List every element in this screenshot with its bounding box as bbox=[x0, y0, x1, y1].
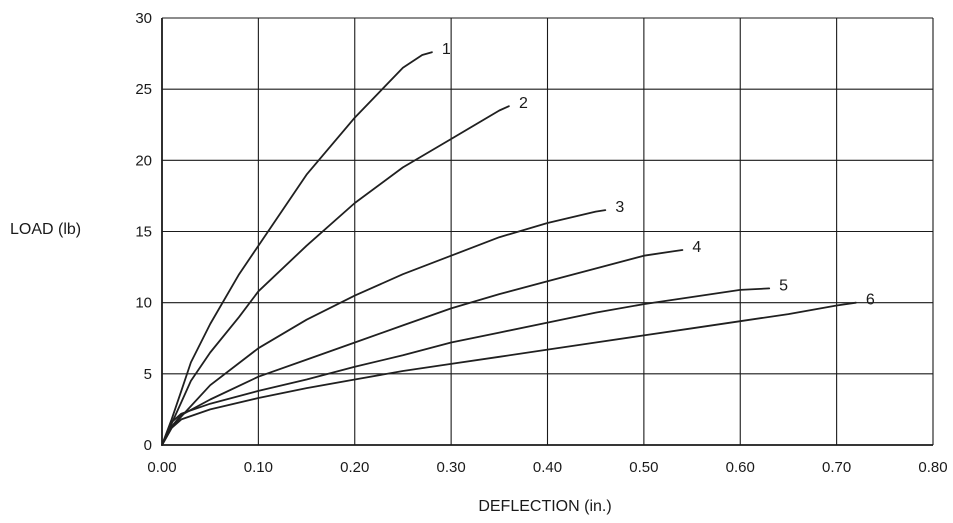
x-tick-label: 0.00 bbox=[147, 459, 176, 476]
series-line-5 bbox=[161, 287, 771, 446]
y-tick-label: 30 bbox=[135, 10, 152, 27]
x-tick-label: 0.40 bbox=[533, 459, 562, 476]
series-line-4 bbox=[161, 249, 684, 446]
x-tick-label: 0.10 bbox=[244, 459, 273, 476]
y-axis-label: LOAD (lb) bbox=[10, 221, 81, 238]
series-line-1 bbox=[161, 51, 433, 446]
series-label-2: 2 bbox=[519, 95, 528, 112]
y-tick-label: 25 bbox=[135, 81, 152, 98]
series-line-3 bbox=[161, 209, 607, 446]
y-tick-label: 20 bbox=[135, 152, 152, 169]
series-label-4: 4 bbox=[692, 239, 701, 256]
y-tick-label: 0 bbox=[144, 437, 152, 454]
series-label-6: 6 bbox=[866, 292, 875, 309]
x-tick-label: 0.20 bbox=[340, 459, 369, 476]
x-tick-label: 0.80 bbox=[918, 459, 947, 476]
y-tick-label: 15 bbox=[135, 224, 152, 241]
y-tick-label: 5 bbox=[144, 366, 152, 383]
x-tick-label: 0.30 bbox=[437, 459, 466, 476]
tick-labels: 0.00 0.10 0.20 0.30 0.40 0.50 0.60 0.70 0.80 0 5 10… bbox=[135, 10, 947, 476]
series-label-1: 1 bbox=[442, 41, 451, 58]
series-line-2 bbox=[161, 105, 510, 446]
x-tick-label: 0.70 bbox=[822, 459, 851, 476]
x-axis-label: DEFLECTION (in.) bbox=[478, 498, 611, 515]
series-group: 1 2 3 4 5 6 bbox=[161, 41, 875, 446]
series-line-6 bbox=[161, 301, 857, 446]
series-label-3: 3 bbox=[615, 199, 624, 216]
series-label-5: 5 bbox=[779, 277, 788, 294]
x-tick-label: 0.60 bbox=[726, 459, 755, 476]
grid bbox=[161, 17, 934, 446]
y-tick-label: 10 bbox=[135, 295, 152, 312]
x-tick-label: 0.50 bbox=[629, 459, 658, 476]
